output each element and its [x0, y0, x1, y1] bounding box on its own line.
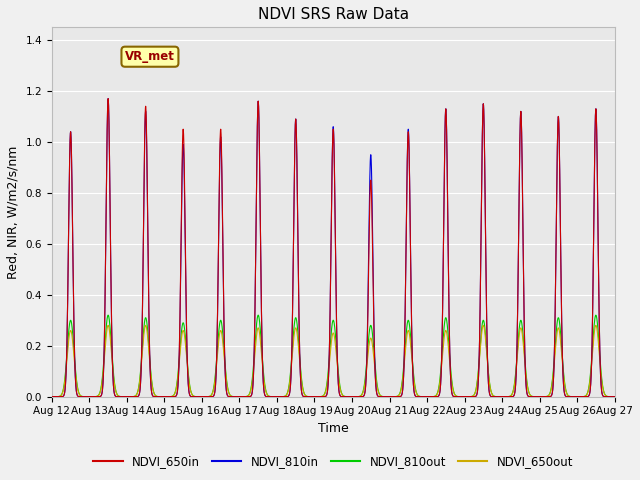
X-axis label: Time: Time [318, 422, 349, 435]
Legend: NDVI_650in, NDVI_810in, NDVI_810out, NDVI_650out: NDVI_650in, NDVI_810in, NDVI_810out, NDV… [88, 451, 578, 473]
Text: VR_met: VR_met [125, 50, 175, 63]
Title: NDVI SRS Raw Data: NDVI SRS Raw Data [258, 7, 409, 22]
Y-axis label: Red, NIR, W/m2/s/nm: Red, NIR, W/m2/s/nm [7, 145, 20, 279]
